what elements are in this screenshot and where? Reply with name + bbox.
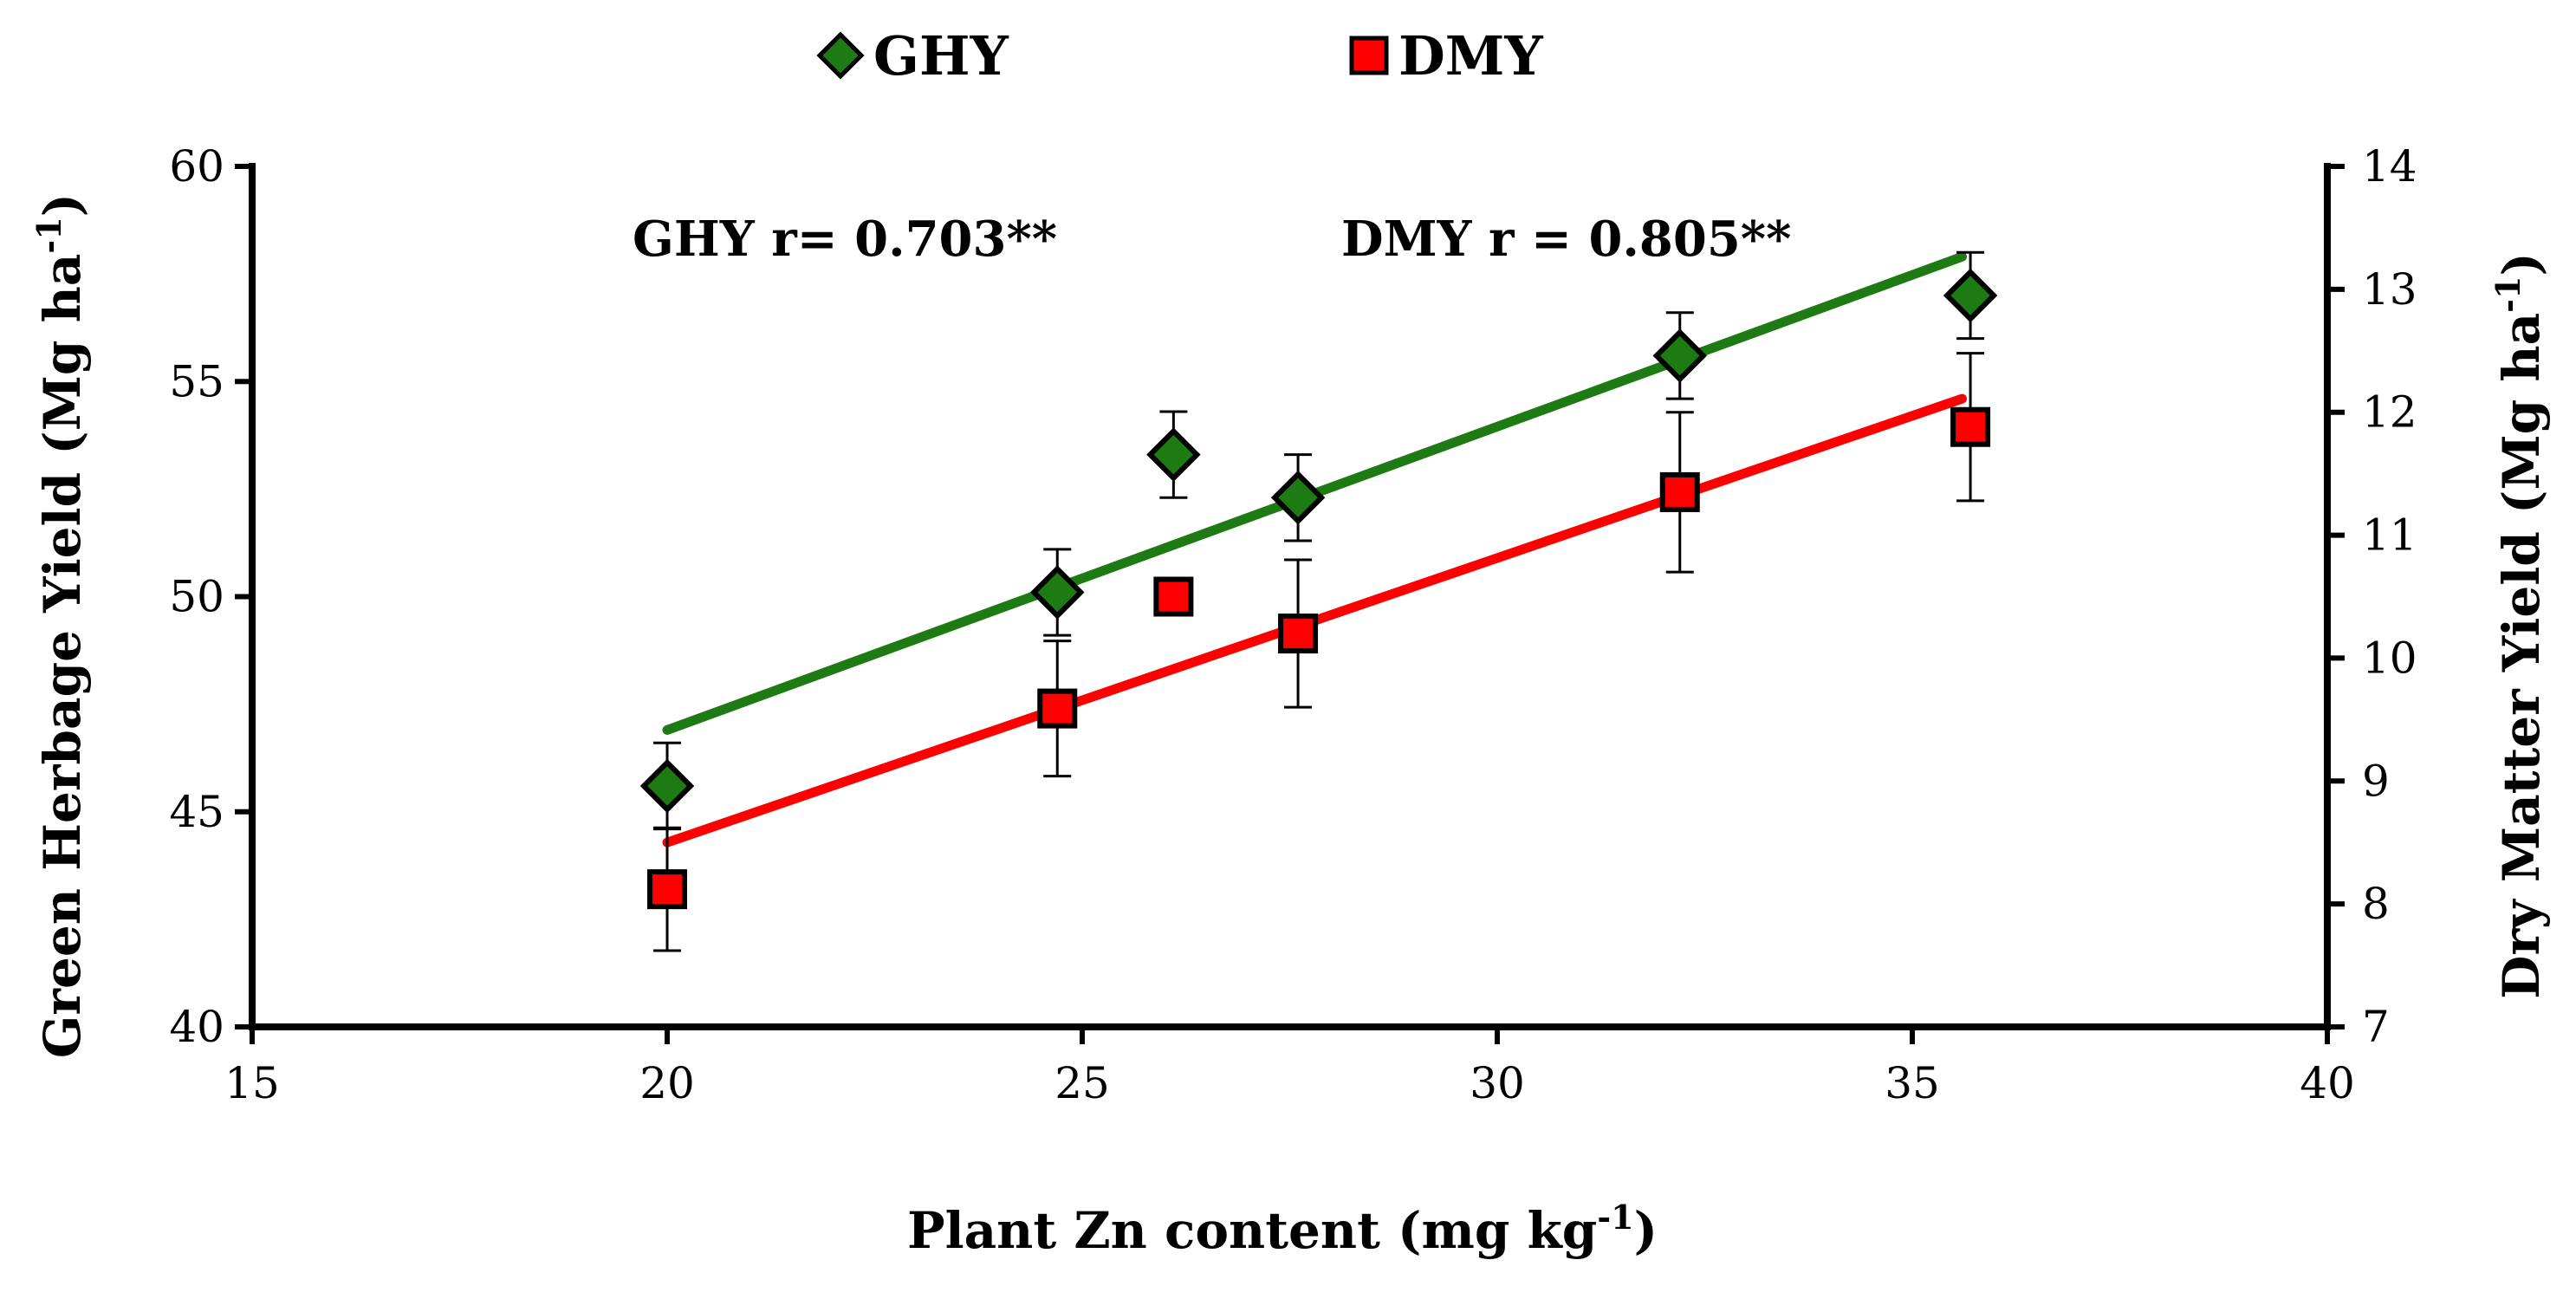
x-tick-label: 40: [2300, 1058, 2355, 1108]
ghy-point: [1030, 565, 1085, 620]
dmy-point: [1278, 614, 1319, 654]
x-tick-label: 20: [639, 1058, 695, 1108]
error-bars: [653, 250, 1985, 952]
y-left-tick-label: 60: [169, 141, 224, 192]
legend-dmy-label: DMY: [1398, 24, 1543, 88]
y-right-tick-label: 10: [2362, 633, 2417, 683]
ghy-point: [1270, 471, 1326, 525]
y-left-tick-label: 45: [169, 787, 224, 837]
x-tick-label: 30: [1470, 1058, 1525, 1108]
annotation-dmy-correlation: DMY r = 0.805**: [1341, 211, 1791, 268]
dmy-point: [1153, 576, 1194, 617]
dmy-point: [1950, 406, 1991, 447]
ghy-point: [639, 758, 695, 814]
axes: 15 20 25 30 35 40 40 45 50 55 60 7 8 9 10 11 12 13 14: [169, 141, 2417, 1108]
x-tick-label: 35: [1885, 1058, 1940, 1108]
y-axis-left-label: Green Herbage Yield (Mg ha-1): [29, 193, 92, 1058]
y-right-tick-label: 11: [2362, 510, 2417, 561]
data-points: [639, 268, 1998, 910]
x-tick-label: 25: [1054, 1058, 1110, 1108]
y-right-tick-label: 7: [2362, 1002, 2390, 1052]
legend-item-dmy: DMY: [1349, 24, 1543, 88]
y-right-tick-label: 9: [2362, 756, 2390, 806]
y-right-tick-label: 12: [2362, 387, 2417, 438]
ghy-point: [1943, 268, 1998, 323]
legend-ghy-marker: [816, 31, 865, 80]
ghy-point: [1146, 427, 1201, 482]
x-axis-label: Plant Zn content (mg kg-1): [907, 1198, 1658, 1260]
x-tick-label: 15: [224, 1058, 280, 1108]
ghy-point: [1652, 328, 1708, 383]
y-right-tick-label: 8: [2362, 879, 2390, 929]
y-right-tick-label: 13: [2362, 264, 2417, 315]
dmy-point: [1659, 471, 1700, 512]
y-axis-right-label: Dry Matter Yield (Mg ha-1): [2488, 252, 2551, 999]
dmy-point: [647, 869, 687, 910]
legend: GHY DMY: [816, 24, 1543, 88]
y-right-tick-label: 14: [2362, 141, 2417, 192]
fit-lines: [662, 251, 1967, 848]
annotation-ghy-correlation: GHY r= 0.703**: [633, 211, 1057, 268]
dmy-point: [1037, 688, 1078, 729]
legend-ghy-label: GHY: [873, 24, 1009, 88]
y-left-tick-label: 50: [169, 572, 224, 622]
y-left-tick-label: 40: [169, 1002, 224, 1052]
legend-item-ghy: GHY: [816, 24, 1009, 88]
legend-dmy-marker: [1349, 36, 1389, 75]
y-left-tick-label: 55: [169, 356, 224, 406]
